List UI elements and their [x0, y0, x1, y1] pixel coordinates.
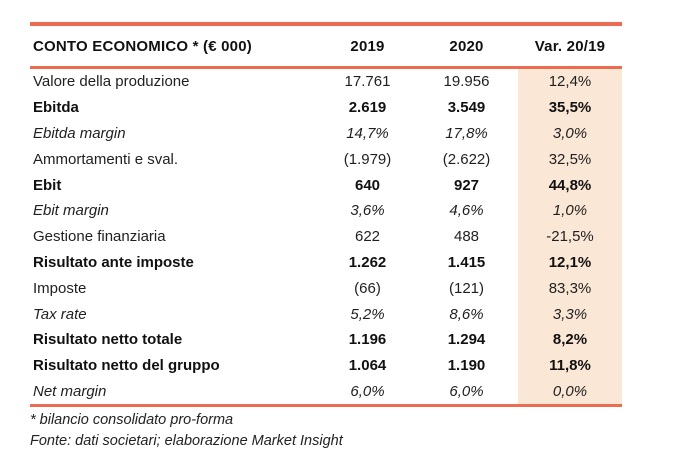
row-label: Gestione finanziaria — [33, 228, 166, 246]
table-row: Ebit margin 3,6% 4,6% 1,0% — [30, 197, 622, 224]
column-header-2020: 2020 — [449, 37, 484, 55]
value-2019: 6,0% — [350, 382, 385, 400]
value-var: 12,1% — [518, 249, 622, 276]
column-header-var: Var. 20/19 — [534, 37, 606, 55]
top-rule — [30, 22, 622, 26]
row-label: Risultato netto del gruppo — [33, 357, 220, 375]
value-2019: 622 — [354, 228, 381, 246]
footnote-source: Fonte: dati societari; elaborazione Mark… — [30, 433, 343, 449]
value-var: 0,0% — [518, 378, 622, 405]
value-2019: 14,7% — [346, 124, 389, 142]
value-2020: 3.549 — [447, 99, 486, 117]
table-row: Tax rate 5,2% 8,6% 3,3% — [30, 301, 622, 327]
table-row: Gestione finanziaria 622 488 -21,5% — [30, 223, 622, 250]
row-label: Imposte — [33, 279, 87, 297]
value-2020: 19.956 — [443, 73, 490, 91]
row-label: Ebitda margin — [33, 124, 126, 142]
value-2020: 1.190 — [447, 357, 486, 375]
value-2019: 1.262 — [348, 253, 387, 271]
value-var: 11,8% — [518, 352, 622, 379]
value-2020: 6,0% — [449, 382, 484, 400]
value-2019: 17.761 — [344, 73, 391, 91]
value-2019: 5,2% — [350, 305, 385, 323]
row-label: Net margin — [33, 382, 107, 400]
value-2019: 1.064 — [348, 357, 387, 375]
bottom-rule — [30, 404, 622, 408]
table-row: Imposte (66) (121) 83,3% — [30, 275, 622, 302]
table-row: Risultato netto del gruppo 1.064 1.190 11,8… — [30, 352, 622, 379]
table-row: Ebitda 2.619 3.549 35,5% — [30, 94, 622, 121]
value-2020: 17,8% — [445, 124, 488, 142]
value-var: 35,5% — [518, 94, 622, 121]
header-rule — [30, 66, 622, 69]
table-row: Ebit 640 927 44,8% — [30, 172, 622, 198]
value-2019: (66) — [354, 279, 381, 297]
column-header-2019: 2019 — [350, 37, 385, 55]
value-var: 3,3% — [518, 301, 622, 327]
footnotes: * bilancio consolidato pro-forma Fonte: … — [30, 410, 343, 452]
value-2019: 3,6% — [350, 202, 385, 220]
row-label: Ammortamenti e sval. — [33, 150, 179, 168]
table-row: Valore della produzione 17.761 19.956 12,4% — [30, 69, 622, 95]
value-var: 1,0% — [518, 197, 622, 224]
value-2020: 8,6% — [449, 305, 484, 323]
value-var: 12,4% — [518, 69, 622, 95]
value-2019: 1.196 — [348, 331, 387, 349]
value-2020: 488 — [453, 228, 480, 246]
table-row: Ammortamenti e sval. (1.979) (2.622) 32,5% — [30, 146, 622, 173]
table-header-row: CONTO ECONOMICO * (€ 000) 2019 2020 Var.… — [30, 26, 622, 66]
value-var: 32,5% — [518, 146, 622, 173]
row-label: Risultato netto totale — [33, 331, 183, 349]
row-label: Ebitda — [33, 99, 79, 117]
table-title: CONTO ECONOMICO * (€ 000) — [33, 37, 252, 55]
income-statement-table: CONTO ECONOMICO * (€ 000) 2019 2020 Var.… — [30, 22, 622, 408]
table-row: Net margin 6,0% 6,0% 0,0% — [30, 378, 622, 405]
footnote-proforma: * bilancio consolidato pro-forma — [30, 412, 234, 428]
table-row: Risultato ante imposte 1.262 1.415 12,1% — [30, 249, 622, 276]
value-2020: 1.415 — [447, 253, 486, 271]
row-label: Valore della produzione — [33, 73, 190, 91]
value-2020: 927 — [453, 176, 480, 194]
row-label: Ebit — [33, 176, 62, 194]
value-2020: 1.294 — [447, 331, 486, 349]
value-var: -21,5% — [518, 223, 622, 250]
row-label: Ebit margin — [33, 202, 109, 220]
row-label: Tax rate — [33, 305, 87, 323]
value-var: 83,3% — [518, 275, 622, 302]
value-2020: (121) — [448, 279, 485, 297]
value-2019: 640 — [354, 176, 381, 194]
table-row: Risultato netto totale 1.196 1.294 8,2% — [30, 326, 622, 353]
table-row: Ebitda margin 14,7% 17,8% 3,0% — [30, 120, 622, 147]
value-2020: 4,6% — [449, 202, 484, 220]
value-2020: (2.622) — [442, 150, 491, 168]
value-var: 44,8% — [518, 172, 622, 198]
value-var: 8,2% — [518, 326, 622, 353]
table-body: Valore della produzione 17.761 19.956 12,4%… — [30, 69, 622, 405]
value-2019: (1.979) — [343, 150, 392, 168]
value-var: 3,0% — [518, 120, 622, 147]
row-label: Risultato ante imposte — [33, 253, 194, 271]
value-2019: 2.619 — [348, 99, 387, 117]
